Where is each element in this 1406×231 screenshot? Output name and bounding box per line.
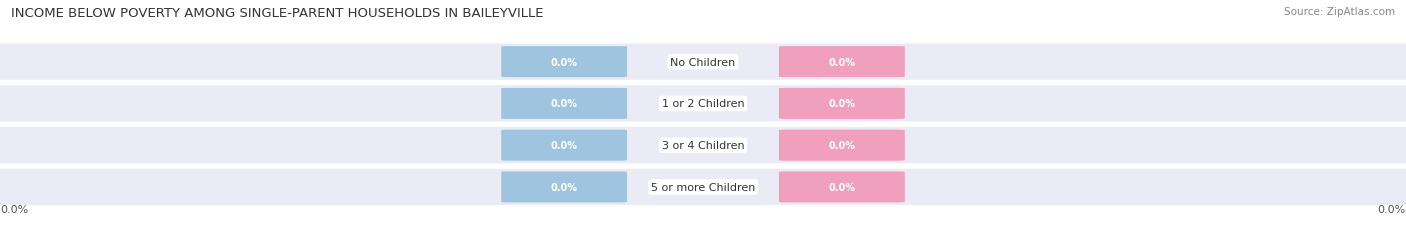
- Text: 0.0%: 0.0%: [828, 140, 855, 151]
- FancyBboxPatch shape: [501, 172, 627, 203]
- FancyBboxPatch shape: [779, 47, 905, 78]
- FancyBboxPatch shape: [779, 172, 905, 203]
- Text: Source: ZipAtlas.com: Source: ZipAtlas.com: [1284, 7, 1395, 17]
- Text: 0.0%: 0.0%: [1378, 204, 1406, 214]
- Text: 5 or more Children: 5 or more Children: [651, 182, 755, 192]
- FancyBboxPatch shape: [501, 47, 627, 78]
- Text: 1 or 2 Children: 1 or 2 Children: [662, 99, 744, 109]
- FancyBboxPatch shape: [0, 44, 1406, 80]
- Text: INCOME BELOW POVERTY AMONG SINGLE-PARENT HOUSEHOLDS IN BAILEYVILLE: INCOME BELOW POVERTY AMONG SINGLE-PARENT…: [11, 7, 544, 20]
- FancyBboxPatch shape: [501, 88, 627, 119]
- FancyBboxPatch shape: [779, 130, 905, 161]
- Text: 3 or 4 Children: 3 or 4 Children: [662, 140, 744, 151]
- FancyBboxPatch shape: [0, 169, 1406, 205]
- FancyBboxPatch shape: [779, 88, 905, 119]
- FancyBboxPatch shape: [0, 128, 1406, 164]
- Text: 0.0%: 0.0%: [551, 57, 578, 67]
- Text: 0.0%: 0.0%: [551, 182, 578, 192]
- Text: 0.0%: 0.0%: [0, 204, 28, 214]
- FancyBboxPatch shape: [501, 130, 627, 161]
- Text: 0.0%: 0.0%: [828, 99, 855, 109]
- Text: 0.0%: 0.0%: [828, 57, 855, 67]
- Text: No Children: No Children: [671, 57, 735, 67]
- FancyBboxPatch shape: [0, 86, 1406, 122]
- Text: 0.0%: 0.0%: [551, 140, 578, 151]
- Text: 0.0%: 0.0%: [551, 99, 578, 109]
- Text: 0.0%: 0.0%: [828, 182, 855, 192]
